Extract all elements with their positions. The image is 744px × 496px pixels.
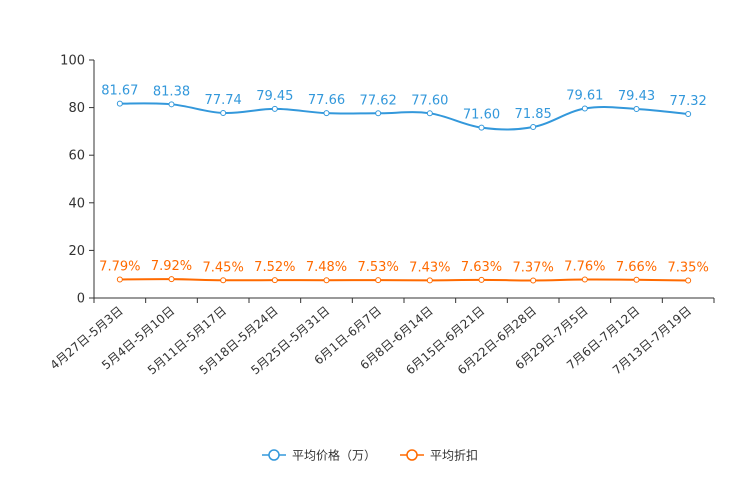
data-label: 79.61 xyxy=(566,89,603,104)
data-point xyxy=(323,277,330,284)
data-point xyxy=(685,277,692,284)
data-label: 7.43% xyxy=(409,260,450,275)
data-point xyxy=(116,276,123,283)
data-point xyxy=(530,277,537,284)
data-point xyxy=(530,123,537,130)
data-label: 79.45 xyxy=(256,89,293,104)
data-point xyxy=(426,110,433,117)
data-point xyxy=(271,277,278,284)
data-point xyxy=(633,276,640,283)
data-point xyxy=(581,276,588,283)
legend-label: 平均价格（万） xyxy=(292,448,376,463)
data-point xyxy=(581,105,588,112)
data-point xyxy=(271,105,278,112)
data-label: 71.60 xyxy=(463,108,500,123)
data-label: 7.48% xyxy=(306,260,347,275)
data-point xyxy=(168,101,175,108)
data-point xyxy=(633,105,640,112)
data-label: 71.85 xyxy=(515,107,552,122)
data-label: 77.66 xyxy=(308,93,345,108)
y-tick-label: 40 xyxy=(68,196,85,211)
data-point xyxy=(116,100,123,107)
data-point xyxy=(220,277,227,284)
data-label: 81.67 xyxy=(101,84,138,99)
data-point xyxy=(323,110,330,117)
y-tick-label: 60 xyxy=(68,149,85,164)
data-point xyxy=(478,124,485,131)
y-tick-label: 100 xyxy=(60,54,85,69)
data-label: 7.63% xyxy=(461,260,502,275)
series-line-1 xyxy=(119,102,689,131)
series-line-2 xyxy=(119,278,689,282)
series-layer xyxy=(116,100,692,284)
data-label: 7.52% xyxy=(254,260,295,275)
data-point xyxy=(426,277,433,284)
data-label: 7.79% xyxy=(99,259,140,274)
legend: 平均价格（万） 平均折扣 xyxy=(262,448,478,463)
data-label: 77.60 xyxy=(411,93,448,108)
legend-circle-icon xyxy=(406,449,418,461)
data-label: 7.37% xyxy=(513,260,554,275)
y-tick-label: 20 xyxy=(68,244,85,259)
legend-label: 平均折扣 xyxy=(430,448,478,463)
data-label: 77.32 xyxy=(670,94,707,109)
data-label: 7.76% xyxy=(564,260,605,275)
data-point xyxy=(168,276,175,283)
data-point xyxy=(478,276,485,283)
legend-item-1[interactable]: 平均价格（万） xyxy=(262,448,376,463)
legend-circle-icon xyxy=(268,449,280,461)
y-tick-label: 0 xyxy=(77,292,85,307)
y-tick-label: 80 xyxy=(68,101,85,116)
data-point xyxy=(375,110,382,117)
data-point xyxy=(220,109,227,116)
data-label: 81.38 xyxy=(153,84,190,99)
legend-item-2[interactable]: 平均折扣 xyxy=(400,448,478,463)
data-label: 7.92% xyxy=(151,259,192,274)
data-label: 77.62 xyxy=(360,93,397,108)
data-labels: 81.67 81.38 77.74 79.45 77.66 77.62 77.60 71.60… xyxy=(99,84,709,276)
data-label: 7.35% xyxy=(668,261,709,276)
data-label: 7.53% xyxy=(358,260,399,275)
data-label: 77.74 xyxy=(205,93,242,108)
data-label: 7.66% xyxy=(616,260,657,275)
data-label: 79.43 xyxy=(618,89,655,104)
data-point xyxy=(685,110,692,117)
data-label: 7.45% xyxy=(203,260,244,275)
data-point xyxy=(375,277,382,284)
